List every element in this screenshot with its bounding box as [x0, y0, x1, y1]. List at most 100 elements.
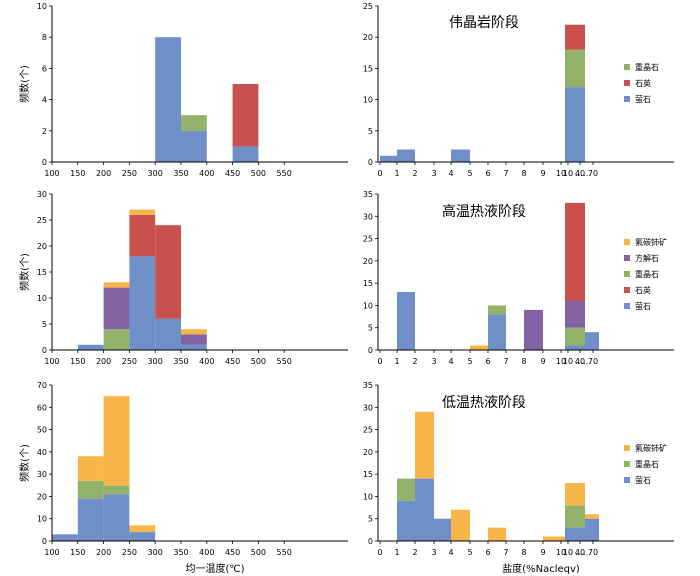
- x-tick-label: 10: [563, 548, 573, 557]
- legend-swatch: [624, 303, 630, 309]
- x-tick-label: 1: [394, 169, 399, 178]
- x-tick-label: 7: [503, 548, 508, 557]
- bar-萤石-2-3: [415, 478, 434, 541]
- x-tick-label: 10: [556, 357, 566, 366]
- y-tick-label: 0: [368, 537, 373, 546]
- bar-重晶石-150-200: [77, 480, 104, 499]
- y-tick-label: 10: [37, 2, 47, 11]
- bar-萤石-1-2: [397, 149, 415, 162]
- y-tick-label: 8: [42, 33, 47, 42]
- bar-重晶石-1-2: [397, 478, 415, 501]
- legend-entry: 石英: [635, 78, 651, 88]
- bar-萤石-40-70: [585, 332, 599, 350]
- y-tick-label: 5: [368, 515, 373, 524]
- x-tick-label: 3: [431, 357, 436, 366]
- x-tick-label: 350: [173, 357, 188, 366]
- x-tick-label: 9: [540, 548, 545, 557]
- x-tick-label: 550: [277, 548, 292, 557]
- x-tick-label: 0: [377, 357, 382, 366]
- bar-重晶石-10-40: [565, 49, 585, 88]
- x-tick-label: 10: [556, 169, 566, 178]
- x-tick-label: 100: [44, 357, 59, 366]
- x-tick-label: 450: [225, 548, 240, 557]
- legend-entry: 萤石: [635, 301, 651, 311]
- legend-swatch: [624, 461, 630, 467]
- bar-萤石-300-350: [155, 318, 181, 350]
- bar-萤石-350-400: [181, 344, 207, 350]
- bar-方解石-350-400: [181, 334, 207, 345]
- y-tick-label: 70: [37, 381, 47, 390]
- y-tick-label: 25: [363, 2, 373, 11]
- x-tick-label: 250: [122, 548, 137, 557]
- x-tick-label: 40: [575, 357, 585, 366]
- x-tick-label: 3: [431, 548, 436, 557]
- bar-萤石-450-500: [232, 146, 259, 162]
- y-tick-label: 30: [37, 470, 47, 479]
- y-tick-label: 30: [37, 190, 47, 199]
- y-tick-label: 15: [363, 470, 373, 479]
- y-axis-label: 频数(个): [18, 253, 31, 291]
- legend-swatch: [624, 477, 630, 483]
- x-tick-label: 2: [412, 169, 417, 178]
- y-tick-label: 10: [363, 96, 373, 105]
- bar-萤石-250-300: [129, 532, 156, 541]
- bar-方解石-8-9: [524, 309, 543, 350]
- y-tick-label: 40: [37, 448, 47, 457]
- x-tick-label: 8: [521, 548, 526, 557]
- y-tick-label: 2: [42, 127, 47, 136]
- bar-萤石-10-40: [565, 87, 585, 162]
- y-tick-label: 4: [42, 96, 47, 105]
- bar-萤石-150-200: [77, 498, 104, 541]
- panel-title: 高温热液阶段: [442, 203, 526, 220]
- bar-萤石-10-40: [565, 345, 585, 350]
- x-tick-label: 150: [70, 357, 85, 366]
- x-tick-label: 10: [563, 357, 573, 366]
- bar-重晶石-10-40: [565, 505, 585, 528]
- bar-氟碳铈矿-2-3: [415, 411, 434, 479]
- x-tick-label: 10: [556, 548, 566, 557]
- bar-方解石-200-250: [103, 287, 130, 330]
- bar-氟碳铈矿-10-40: [565, 483, 585, 506]
- bar-氟碳铈矿-150-200: [77, 456, 104, 481]
- legend-swatch: [624, 271, 630, 277]
- legend-entry: 重晶石: [635, 459, 659, 469]
- x-tick-label: 100: [44, 169, 59, 178]
- x-tick-label: 350: [173, 548, 188, 557]
- x-tick-label: 5: [467, 357, 472, 366]
- x-tick-label: 450: [225, 169, 240, 178]
- legend-swatch: [624, 239, 630, 245]
- y-tick-label: 15: [37, 268, 47, 277]
- panel-title: 伟晶岩阶段: [449, 15, 519, 31]
- bar-氟碳铈矿-200-250: [103, 396, 130, 486]
- x-tick-label: 300: [148, 169, 163, 178]
- x-tick-label: 500: [251, 548, 266, 557]
- x-tick-label: 150: [70, 169, 85, 178]
- y-tick-label: 25: [37, 216, 47, 225]
- x-tick-label: 8: [521, 357, 526, 366]
- legend-swatch: [624, 445, 630, 451]
- bar-氟碳铈矿-200-250: [103, 282, 130, 288]
- legend-entry: 石英: [635, 285, 651, 295]
- bar-氟碳铈矿-5-6: [470, 345, 488, 350]
- x-tick-label: 400: [199, 548, 214, 557]
- bar-萤石-10-40: [565, 527, 585, 541]
- x-tick-label: 250: [122, 357, 137, 366]
- bar-萤石-1-2: [397, 292, 415, 350]
- legend-entry: 萤石: [635, 475, 651, 485]
- y-tick-label: 0: [42, 346, 47, 355]
- x-tick-label: 8: [521, 169, 526, 178]
- x-tick-label: 40: [575, 548, 585, 557]
- x-tick-label: 500: [251, 169, 266, 178]
- bar-氟碳铈矿-6-7: [488, 527, 506, 541]
- y-tick-label: 0: [368, 346, 373, 355]
- y-tick-label: 50: [37, 426, 47, 435]
- y-tick-label: 10: [363, 301, 373, 310]
- y-tick-label: 20: [37, 242, 47, 251]
- x-tick-label: 350: [173, 169, 188, 178]
- x-tick-label: 5: [467, 169, 472, 178]
- y-tick-label: 35: [363, 190, 373, 199]
- y-tick-label: 0: [42, 537, 47, 546]
- y-tick-label: 15: [363, 64, 373, 73]
